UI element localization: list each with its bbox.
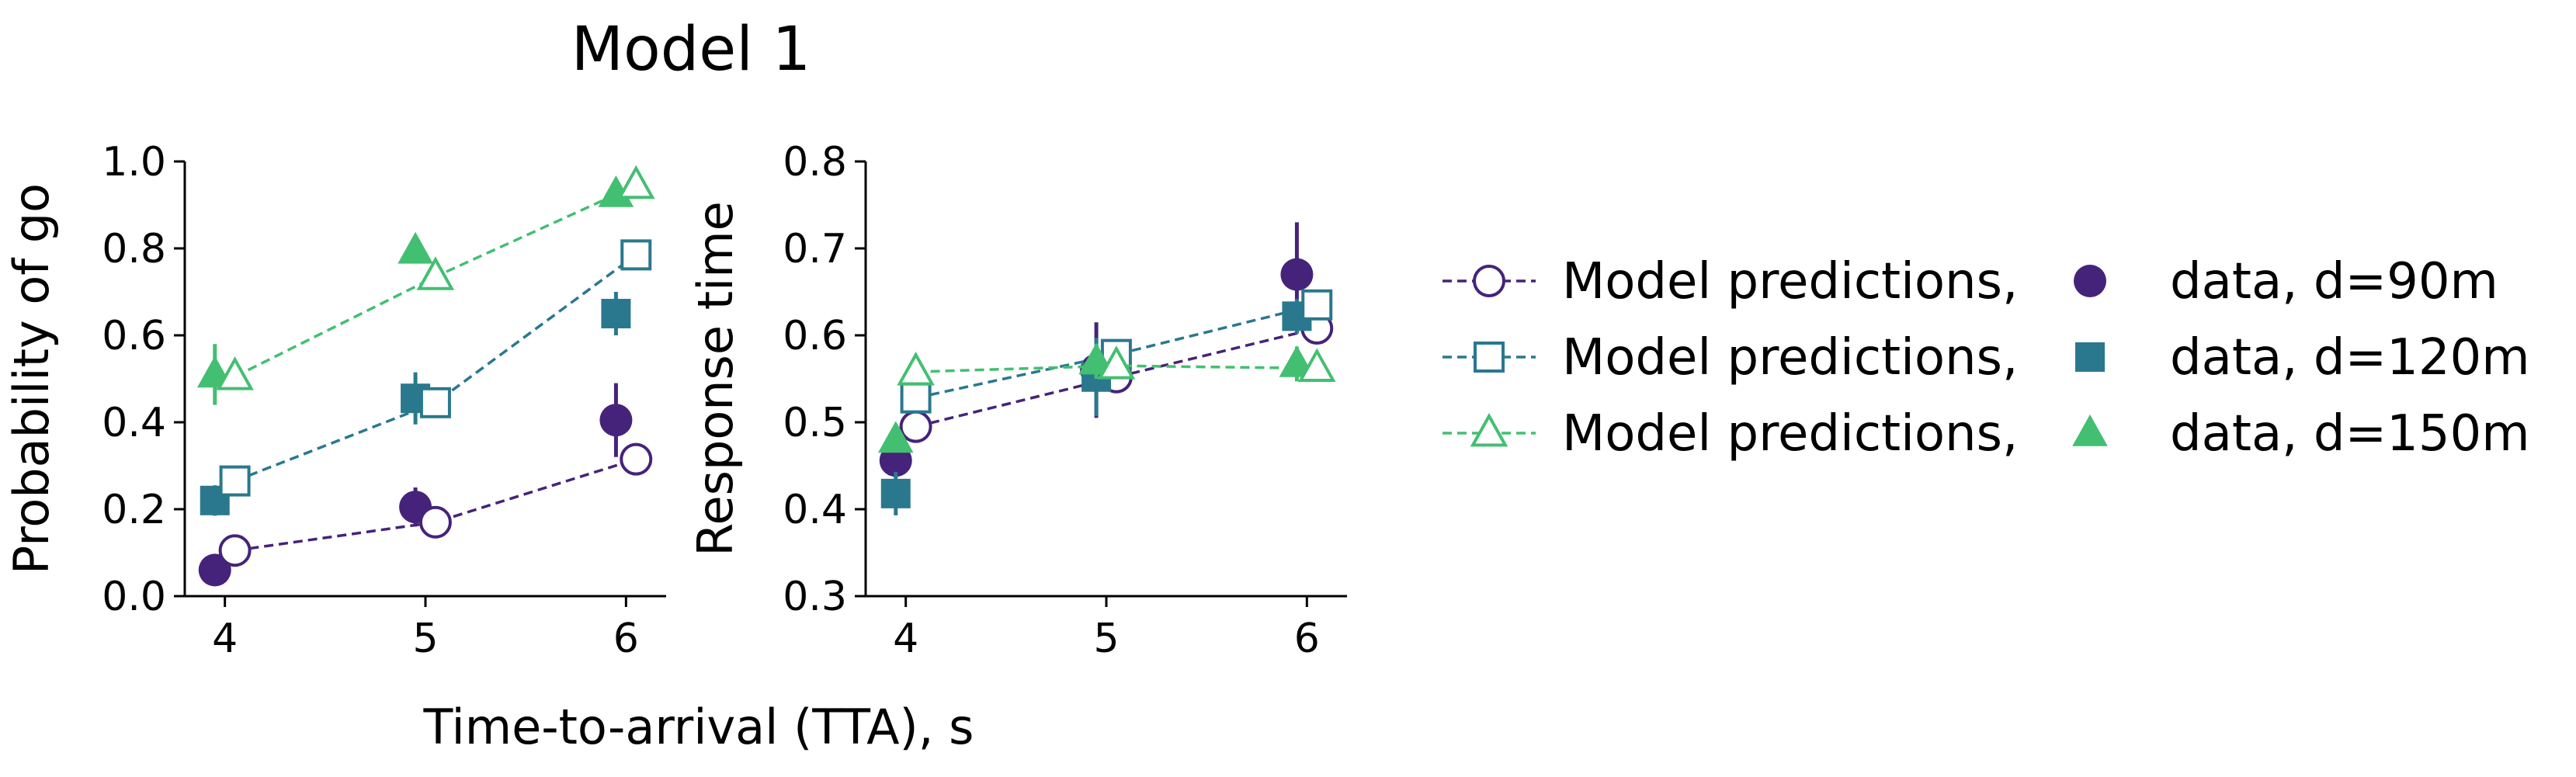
legend-data-label: data, d=120m xyxy=(2170,329,2530,387)
y-tick-label: 0.6 xyxy=(783,313,847,359)
legend-model-marker-d150 xyxy=(1470,412,1508,447)
model-point-d120 xyxy=(620,239,652,271)
model-point-d150 xyxy=(416,256,455,290)
legend-model-label: Model predictions, xyxy=(1562,405,2018,463)
x-tick-label: 5 xyxy=(1093,616,1119,662)
y-axis-label: Response time xyxy=(687,201,744,557)
legend-model-marker-d120 xyxy=(1474,342,1505,373)
model-line-d120 xyxy=(915,304,1318,400)
x-tick-label: 5 xyxy=(412,616,438,662)
model-point-d90 xyxy=(620,442,653,476)
model-point-d90 xyxy=(418,505,452,539)
model-point-d90 xyxy=(899,410,932,443)
model-point-d120 xyxy=(1301,289,1333,321)
x-tick-label: 4 xyxy=(893,616,918,662)
model-point-d150 xyxy=(216,356,254,390)
data-point-d90 xyxy=(599,404,633,437)
y-tick-label: 0.8 xyxy=(783,139,847,186)
model-point-d120 xyxy=(219,465,251,497)
panel-probability-of-go: 0.0 0.2 0.4 0.6 0.8 1.0 4 5 6 Probability of go xyxy=(3,139,666,662)
x-tick-label: 6 xyxy=(1294,616,1320,662)
legend-data-marker-d150 xyxy=(2072,415,2108,446)
legend-data-label: data, d=90m xyxy=(2170,253,2498,310)
legend: Model predictions, data, d=90m Model predi… xyxy=(1442,253,2530,463)
y-axis-label: Probability of go xyxy=(3,183,60,574)
x-tick-label: 6 xyxy=(613,616,639,662)
x-axis-label: Time-to-arrival (TTA), s xyxy=(423,699,974,755)
y-tick-label: 0.0 xyxy=(102,574,166,620)
x-tick-label: 4 xyxy=(212,616,238,662)
y-tick-label: 0.6 xyxy=(102,313,166,359)
legend-model-label: Model predictions, xyxy=(1562,253,2018,310)
model-line-d90 xyxy=(234,457,637,552)
model-point-d120 xyxy=(900,382,932,414)
legend-model-marker-d90 xyxy=(1473,265,1505,297)
y-tick-label: 1.0 xyxy=(102,139,166,186)
legend-data-marker-d120 xyxy=(2075,342,2105,372)
model-point-d150 xyxy=(1097,345,1136,380)
y-tick-label: 0.3 xyxy=(783,574,847,620)
panel-response-time: 0.3 0.4 0.5 0.6 0.7 0.8 4 5 6 Response time xyxy=(687,139,1347,662)
model-point-d90 xyxy=(218,534,252,567)
y-tick-label: 0.7 xyxy=(783,226,847,272)
y-tick-label: 0.4 xyxy=(783,487,847,533)
figure-title: Model 1 xyxy=(571,15,811,85)
data-point-d120 xyxy=(880,478,911,508)
data-point-d120 xyxy=(601,299,631,328)
y-tick-label: 0.2 xyxy=(102,487,166,533)
data-point-d150 xyxy=(598,175,634,207)
legend-model-label: Model predictions, xyxy=(1562,329,2018,387)
data-point-d90 xyxy=(1280,258,1314,291)
legend-data-label: data, d=150m xyxy=(2170,405,2530,463)
data-point-d150 xyxy=(877,421,914,453)
y-tick-label: 0.8 xyxy=(102,226,166,272)
model-point-d150 xyxy=(1297,348,1336,382)
model-point-d120 xyxy=(419,387,451,418)
y-tick-label: 0.4 xyxy=(102,400,166,446)
y-tick-label: 0.5 xyxy=(783,400,847,446)
data-point-d90 xyxy=(198,553,231,587)
model-point-d150 xyxy=(616,165,655,199)
data-point-d150 xyxy=(398,231,433,264)
model-point-d150 xyxy=(897,351,935,386)
legend-data-marker-d90 xyxy=(2074,265,2106,297)
